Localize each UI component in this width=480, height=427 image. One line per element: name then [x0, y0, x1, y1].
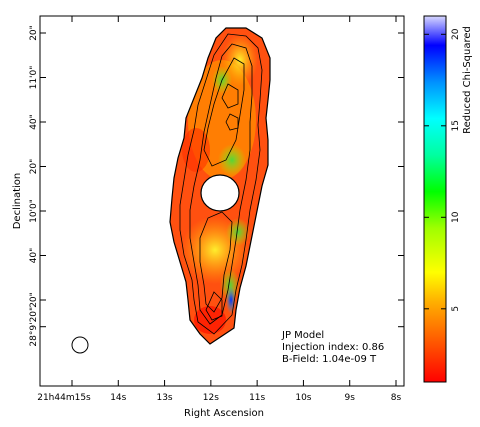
colorbar-tick-label: 20 [451, 28, 461, 40]
contour-1 [179, 33, 263, 335]
colorbar-title: Reduced Chi-Squared [462, 26, 473, 134]
contour-3 [203, 57, 245, 167]
x-axis-title: Right Ascension [184, 408, 264, 419]
x-tick-label: 8s [391, 393, 402, 403]
contour-7 [205, 291, 223, 321]
y-axis-ticks: 20"11'0"40"20"10'0"40"20"28°9'20" [29, 25, 404, 347]
contour-5 [225, 113, 239, 131]
y-tick-label: 40" [29, 248, 39, 264]
plot-frame [39, 15, 405, 387]
y-tick-label: 40" [29, 114, 39, 130]
x-tick-label: 10s [295, 393, 311, 403]
contours [179, 33, 263, 335]
x-tick-label: 14s [110, 393, 126, 403]
annotation-injection-index: Injection index: 0.86 [282, 342, 384, 353]
contour-6 [199, 211, 233, 313]
masked-core [200, 174, 240, 212]
colorbar-tick-label: 10 [451, 211, 461, 223]
x-tick-label: 11s [249, 393, 265, 403]
x-tick-label: 9s [345, 393, 356, 403]
y-tick-label: 10'0" [29, 199, 39, 223]
colorbar-tick-label: 15 [451, 120, 461, 131]
contour-4 [221, 83, 239, 109]
colorbar [423, 15, 447, 383]
colorbar-ticks: 5 10 15 20 [424, 28, 461, 312]
annotation-bfield: B-Field: 1.04e-09 T [282, 354, 377, 365]
beam-ellipse [71, 336, 89, 354]
y-tick-label: 28°9'20" [29, 307, 39, 347]
y-tick-label: 20" [29, 25, 39, 41]
y-axis-title: Declination [12, 173, 23, 230]
colorbar-tick-label: 5 [451, 306, 461, 312]
x-axis-ticks: 21h44m15s 14s 13s 12s 11s 10s 9s 8s [37, 16, 402, 403]
annotation-model: JP Model [281, 330, 324, 341]
x-tick-label: 12s [203, 393, 219, 403]
y-tick-label: 20" [29, 159, 39, 175]
heatmap-region-green-1 [218, 144, 246, 176]
x-tick-label: 13s [156, 393, 172, 403]
heatmap-region-yellow-2 [222, 34, 258, 86]
contour-2 [189, 43, 253, 325]
x-tick-label: 21h44m15s [37, 393, 91, 403]
y-tick-label: 20" [29, 292, 39, 308]
y-tick-label: 11'0" [29, 66, 39, 90]
heatmap-region-red [194, 306, 226, 334]
